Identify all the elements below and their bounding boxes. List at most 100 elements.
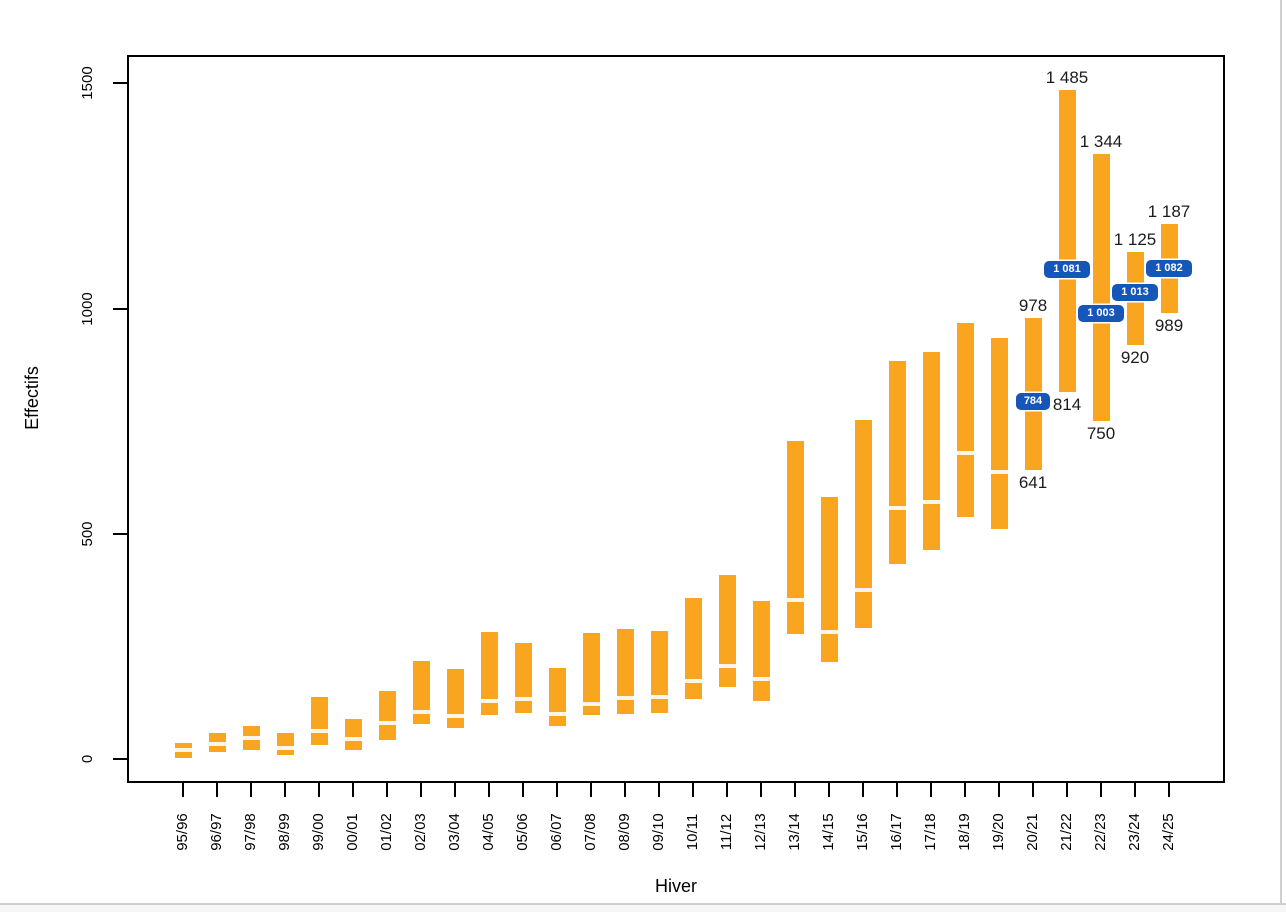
range-bar xyxy=(922,351,940,550)
x-axis-tick-label: 16/17 xyxy=(888,813,905,851)
annotation-min-value: 641 xyxy=(1018,473,1048,493)
range-bar xyxy=(310,697,328,746)
y-axis-title: Effectifs xyxy=(22,366,42,430)
value-badge: 1 082 xyxy=(1146,260,1192,277)
range-bar xyxy=(378,691,396,741)
x-axis-tick-label: 08/09 xyxy=(616,813,633,851)
x-axis-tick xyxy=(488,783,490,797)
x-axis-tick xyxy=(352,783,354,797)
x-axis-tick xyxy=(896,783,898,797)
x-axis-tick-label: 96/97 xyxy=(208,813,225,851)
x-axis-title: Hiver xyxy=(654,876,697,896)
annotation-max-value: 978 xyxy=(1018,296,1048,316)
range-bar xyxy=(412,660,430,725)
value-badge: 1 003 xyxy=(1078,304,1124,322)
x-axis-tick xyxy=(386,783,388,797)
x-axis-tick xyxy=(250,783,252,797)
bar-marker-gap xyxy=(616,696,634,701)
range-bar xyxy=(344,719,362,750)
x-axis-tick xyxy=(1066,783,1068,797)
window-right-border xyxy=(1280,0,1282,904)
x-axis-tick-label: 97/98 xyxy=(242,813,259,851)
bar-marker-gap xyxy=(446,714,464,719)
bar-marker-gap xyxy=(990,469,1008,474)
x-axis-tick-label: 15/16 xyxy=(854,813,871,851)
x-axis-tick-label: 18/19 xyxy=(956,813,973,851)
x-axis-tick xyxy=(216,783,218,797)
x-axis-tick xyxy=(930,783,932,797)
x-axis-tick-label: 98/99 xyxy=(276,813,293,851)
x-axis-tick-label: 06/07 xyxy=(548,813,565,851)
x-axis-tick-label: 04/05 xyxy=(480,813,497,851)
x-axis-tick-label: 17/18 xyxy=(922,813,939,851)
x-axis-tick xyxy=(318,783,320,797)
bar-marker-gap xyxy=(276,746,294,751)
x-axis-tick-label: 07/08 xyxy=(582,813,599,851)
value-badge: 1 013 xyxy=(1112,284,1158,302)
x-axis-tick xyxy=(522,783,524,797)
bar-marker-gap xyxy=(548,711,566,716)
range-bar xyxy=(752,600,770,701)
x-axis-tick-label: 02/03 xyxy=(412,813,429,851)
y-axis-tick xyxy=(113,532,127,535)
range-bar xyxy=(684,597,702,700)
x-axis-tick xyxy=(182,783,184,797)
range-bar xyxy=(786,441,804,635)
x-axis-tick xyxy=(454,783,456,797)
y-axis-tick xyxy=(113,758,127,760)
x-axis-tick xyxy=(1032,783,1034,797)
range-bar xyxy=(1058,90,1076,393)
value-badge: 1 081 xyxy=(1044,260,1090,278)
bar-marker-gap xyxy=(582,701,600,706)
x-axis-tick-label: 00/01 xyxy=(344,813,361,851)
annotation-max-value: 1 187 xyxy=(1147,202,1191,222)
bar-marker-gap xyxy=(480,698,498,703)
x-axis-tick-label: 95/96 xyxy=(174,813,191,851)
x-axis-tick xyxy=(862,783,864,797)
x-axis-tick-label: 19/20 xyxy=(990,813,1007,851)
bar-marker-gap xyxy=(242,736,260,741)
x-axis-tick xyxy=(964,783,966,797)
range-bar xyxy=(616,629,634,715)
y-axis-tick xyxy=(113,82,127,85)
annotation-max-value: 1 344 xyxy=(1079,131,1123,151)
range-bar xyxy=(548,668,566,727)
x-axis-tick-label: 24/25 xyxy=(1160,813,1177,851)
x-axis-tick xyxy=(828,783,830,797)
annotation-min-value: 750 xyxy=(1086,424,1116,444)
x-axis-tick xyxy=(998,783,1000,797)
range-bar xyxy=(718,575,736,687)
range-bar xyxy=(1092,153,1110,422)
y-axis-tick xyxy=(113,307,127,310)
range-bar xyxy=(650,630,668,713)
bar-marker-gap xyxy=(208,741,226,746)
bar-marker-gap xyxy=(854,587,872,592)
range-bar xyxy=(854,420,872,629)
x-axis-tick xyxy=(420,783,422,797)
x-axis-tick xyxy=(1168,783,1170,797)
value-badge: 784 xyxy=(1016,393,1050,411)
y-axis-tick-label: 500 xyxy=(79,521,96,547)
annotation-min-value: 989 xyxy=(1154,316,1184,336)
x-axis-tick xyxy=(624,783,626,797)
x-axis-tick-label: 14/15 xyxy=(820,813,837,851)
bar-marker-gap xyxy=(174,748,192,753)
bar-marker-gap xyxy=(786,598,804,602)
x-axis-tick-label: 12/13 xyxy=(752,813,769,851)
x-axis-tick xyxy=(556,783,558,797)
window-bottom-strip xyxy=(0,905,1286,912)
range-bar xyxy=(446,669,464,729)
range-bar xyxy=(956,322,974,517)
x-axis-tick xyxy=(760,783,762,797)
bar-marker-gap xyxy=(412,710,430,715)
y-axis-tick-label: 1000 xyxy=(79,291,96,326)
x-axis-tick-label: 22/23 xyxy=(1092,813,1109,851)
bar-marker-gap xyxy=(752,676,770,681)
bar-marker-gap xyxy=(956,451,974,456)
x-axis-tick xyxy=(284,783,286,797)
x-axis-tick-label: 13/14 xyxy=(786,813,803,851)
range-bar xyxy=(582,633,600,715)
x-axis-tick xyxy=(590,783,592,797)
x-axis-tick-label: 11/12 xyxy=(718,813,735,851)
